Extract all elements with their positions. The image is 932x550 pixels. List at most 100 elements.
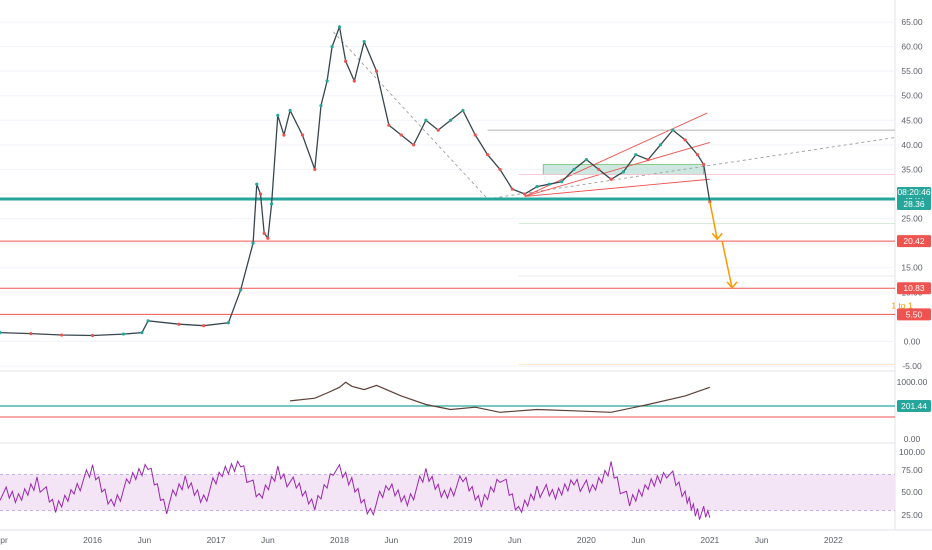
price-point [448, 118, 453, 122]
level-badge-label: 20.42 [903, 236, 925, 246]
time-tick-label: Jun [384, 535, 398, 545]
price-series-points [0, 25, 712, 338]
indicator-badge [897, 400, 931, 412]
price-point [646, 158, 650, 162]
price-tick-label: -5.00 [902, 361, 922, 371]
time-tick-label: Jun [138, 535, 152, 545]
time-tick-label: 2020 [577, 535, 596, 545]
time-tick-label: 2017 [207, 535, 226, 545]
price-point [258, 192, 263, 196]
price-point [226, 321, 230, 325]
price-tick-label: 15.00 [901, 263, 923, 273]
price-series-line [0, 24, 711, 337]
last-price-label: 28.36 [903, 199, 925, 209]
projection-arrowhead [711, 232, 723, 241]
price-point [461, 108, 465, 113]
price-tick-label: 45.00 [901, 115, 923, 125]
horizontal-levels [0, 197, 895, 418]
projection-arrowhead [726, 281, 738, 290]
price-point [523, 192, 527, 196]
price-point [658, 143, 663, 147]
price-point [0, 330, 2, 335]
price-tick-label: 0.00 [904, 336, 921, 346]
price-point [330, 44, 334, 49]
price-tick-label: 35.00 [901, 164, 923, 174]
indicator-badge-label: 201.44 [901, 401, 927, 411]
price-point [486, 153, 490, 157]
price-point [634, 153, 638, 157]
projection-arrow [721, 241, 733, 289]
level-badge-label: 5.50 [906, 309, 923, 319]
rsi-series-line [0, 460, 711, 520]
time-tick-label: 2019 [453, 535, 472, 545]
price-point [436, 128, 440, 132]
countdown-badge [897, 187, 931, 199]
price-point [146, 319, 150, 323]
time-tick-label: Jun [755, 535, 769, 545]
price-point [255, 182, 259, 186]
price-point [510, 187, 514, 191]
level-badge [897, 235, 931, 248]
price-point [695, 153, 700, 157]
price-point [498, 167, 502, 172]
rsi-band [0, 474, 895, 511]
price-point [560, 180, 564, 184]
price-point [424, 118, 428, 122]
rsi-tick-label: 75.00 [901, 465, 923, 475]
last-price-badge [897, 199, 931, 211]
price-point [702, 162, 706, 167]
price-point [344, 59, 348, 63]
indicator-series-line [290, 381, 710, 413]
price-tick-label: 25.00 [901, 214, 923, 224]
price-point [352, 79, 356, 83]
price-point [374, 69, 379, 73]
price-tick-label: 50.00 [901, 91, 923, 101]
indicator-tick-label: 1000.00 [897, 377, 928, 387]
price-point [269, 202, 274, 206]
price-point [60, 333, 64, 337]
price-point [300, 133, 305, 137]
price-point [90, 333, 95, 338]
price-point [251, 241, 255, 245]
rsi-tick-label: 100.00 [899, 447, 925, 457]
price-tick-label: 60.00 [901, 42, 923, 52]
price-point [621, 170, 626, 174]
time-tick-label: Jun [508, 535, 522, 545]
price-tick-label: 40.00 [901, 140, 923, 150]
price-point [683, 138, 687, 142]
time-tick-label: 2016 [83, 535, 102, 545]
price-point [572, 167, 576, 172]
price-point [337, 25, 342, 29]
price-point [535, 185, 539, 189]
price-point [313, 167, 317, 172]
countdown-label: 08:20:46 [897, 187, 930, 197]
rsi-tick-label: 25.00 [901, 510, 923, 520]
price-point [584, 158, 588, 162]
price-point [609, 177, 613, 181]
price-point [282, 133, 286, 137]
rsi-tick-label: 50.00 [901, 487, 923, 497]
price-point [411, 143, 416, 147]
price-point [262, 231, 266, 235]
time-tick-label: 2021 [700, 535, 719, 545]
price-point [547, 182, 551, 186]
time-tick-label: 2018 [330, 535, 349, 545]
price-point [121, 332, 126, 336]
price-point [399, 133, 403, 137]
price-point [239, 288, 243, 292]
price-tick-label: 55.00 [901, 66, 923, 76]
price-point [177, 322, 181, 326]
time-tick-label: pr [0, 535, 8, 545]
ratio-annotation: 1 to 1 [891, 300, 913, 310]
price-point [140, 330, 144, 335]
price-point [597, 167, 601, 172]
dashed-uptrend [487, 137, 896, 200]
time-tick-label: 2022 [824, 535, 843, 545]
price-point [387, 123, 391, 127]
price-point [288, 108, 292, 113]
price-point [202, 324, 206, 328]
price-point [325, 79, 329, 83]
